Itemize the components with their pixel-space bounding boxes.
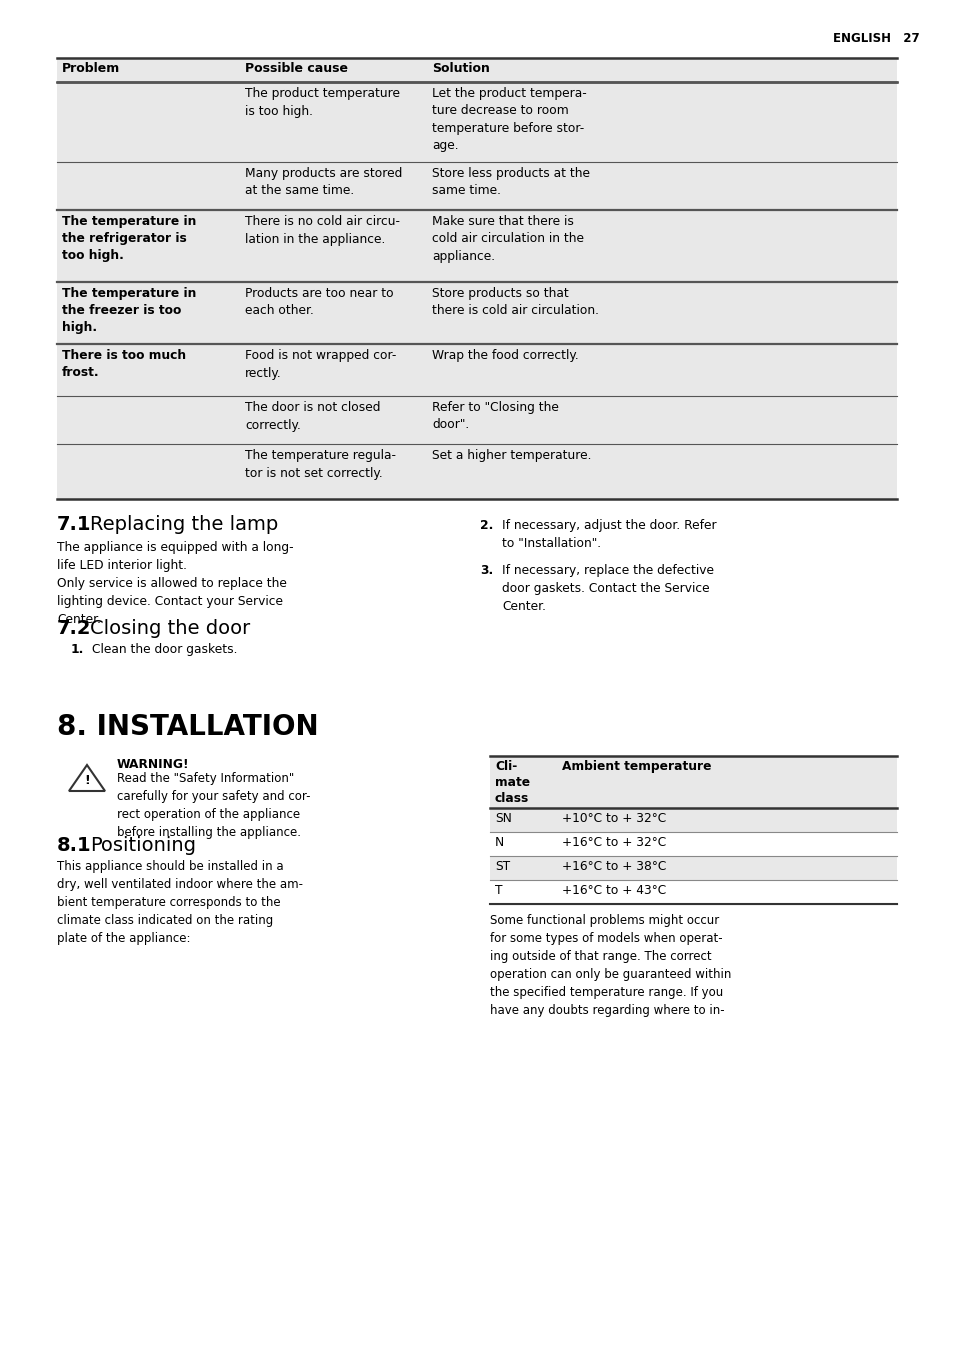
Text: Problem: Problem — [62, 62, 120, 74]
Text: The temperature regula-
tor is not set correctly.: The temperature regula- tor is not set c… — [245, 449, 395, 480]
Text: Store products so that
there is cold air circulation.: Store products so that there is cold air… — [432, 287, 598, 318]
Text: 8. INSTALLATION: 8. INSTALLATION — [57, 713, 318, 741]
Text: Cli-
mate
class: Cli- mate class — [495, 760, 530, 804]
Bar — [490, 756, 896, 904]
Text: +16°C to + 38°C: +16°C to + 38°C — [561, 860, 666, 873]
Text: Wrap the food correctly.: Wrap the food correctly. — [432, 349, 578, 362]
Text: +16°C to + 43°C: +16°C to + 43°C — [561, 884, 665, 896]
Text: 7.2: 7.2 — [57, 619, 91, 638]
Bar — [490, 808, 896, 831]
Text: Replacing the lamp: Replacing the lamp — [90, 515, 278, 534]
Text: Make sure that there is
cold air circulation in the
appliance.: Make sure that there is cold air circula… — [432, 215, 583, 264]
Bar — [490, 880, 896, 904]
Text: Let the product tempera-
ture decrease to room
temperature before stor-
age.: Let the product tempera- ture decrease t… — [432, 87, 586, 153]
Text: Closing the door: Closing the door — [90, 619, 250, 638]
Text: There is no cold air circu-
lation in the appliance.: There is no cold air circu- lation in th… — [245, 215, 399, 246]
Text: 8.1: 8.1 — [57, 836, 91, 854]
Text: There is too much
frost.: There is too much frost. — [62, 349, 186, 379]
Text: Products are too near to
each other.: Products are too near to each other. — [245, 287, 394, 318]
Text: Clean the door gaskets.: Clean the door gaskets. — [91, 644, 237, 656]
Text: The product temperature
is too high.: The product temperature is too high. — [245, 87, 399, 118]
Text: Solution: Solution — [432, 62, 489, 74]
Bar — [490, 831, 896, 856]
Text: ENGLISH   27: ENGLISH 27 — [833, 32, 919, 45]
Text: Positioning: Positioning — [90, 836, 195, 854]
Text: The door is not closed
correctly.: The door is not closed correctly. — [245, 402, 380, 431]
Bar — [57, 58, 896, 499]
Text: +10°C to + 32°C: +10°C to + 32°C — [561, 813, 665, 825]
Text: Set a higher temperature.: Set a higher temperature. — [432, 449, 591, 462]
Text: The appliance is equipped with a long-
life LED interior light.
Only service is : The appliance is equipped with a long- l… — [57, 541, 294, 626]
Text: If necessary, replace the defective
door gaskets. Contact the Service
Center.: If necessary, replace the defective door… — [501, 564, 713, 612]
Text: 2.: 2. — [479, 519, 493, 531]
Text: Some functional problems might occur
for some types of models when operat-
ing o: Some functional problems might occur for… — [490, 914, 731, 1017]
Text: WARNING!: WARNING! — [117, 758, 190, 771]
Text: Food is not wrapped cor-
rectly.: Food is not wrapped cor- rectly. — [245, 349, 395, 380]
Bar — [490, 856, 896, 880]
Text: !: ! — [84, 773, 90, 787]
Text: Refer to "Closing the
door".: Refer to "Closing the door". — [432, 402, 558, 431]
Text: N: N — [495, 836, 504, 849]
Text: The temperature in
the refrigerator is
too high.: The temperature in the refrigerator is t… — [62, 215, 196, 262]
Text: 7.1: 7.1 — [57, 515, 91, 534]
Text: Ambient temperature: Ambient temperature — [561, 760, 711, 773]
Text: 1.: 1. — [71, 644, 84, 656]
Text: Store less products at the
same time.: Store less products at the same time. — [432, 168, 589, 197]
Text: T: T — [495, 884, 502, 896]
Text: ST: ST — [495, 860, 510, 873]
Text: +16°C to + 32°C: +16°C to + 32°C — [561, 836, 665, 849]
Text: Read the "Safety Information"
carefully for your safety and cor-
rect operation : Read the "Safety Information" carefully … — [117, 772, 310, 840]
Text: If necessary, adjust the door. Refer
to "Installation".: If necessary, adjust the door. Refer to … — [501, 519, 716, 550]
Text: This appliance should be installed in a
dry, well ventilated indoor where the am: This appliance should be installed in a … — [57, 860, 303, 945]
Text: The temperature in
the freezer is too
high.: The temperature in the freezer is too hi… — [62, 287, 196, 334]
Text: Possible cause: Possible cause — [245, 62, 348, 74]
Text: SN: SN — [495, 813, 512, 825]
Text: 3.: 3. — [479, 564, 493, 577]
Text: Many products are stored
at the same time.: Many products are stored at the same tim… — [245, 168, 402, 197]
